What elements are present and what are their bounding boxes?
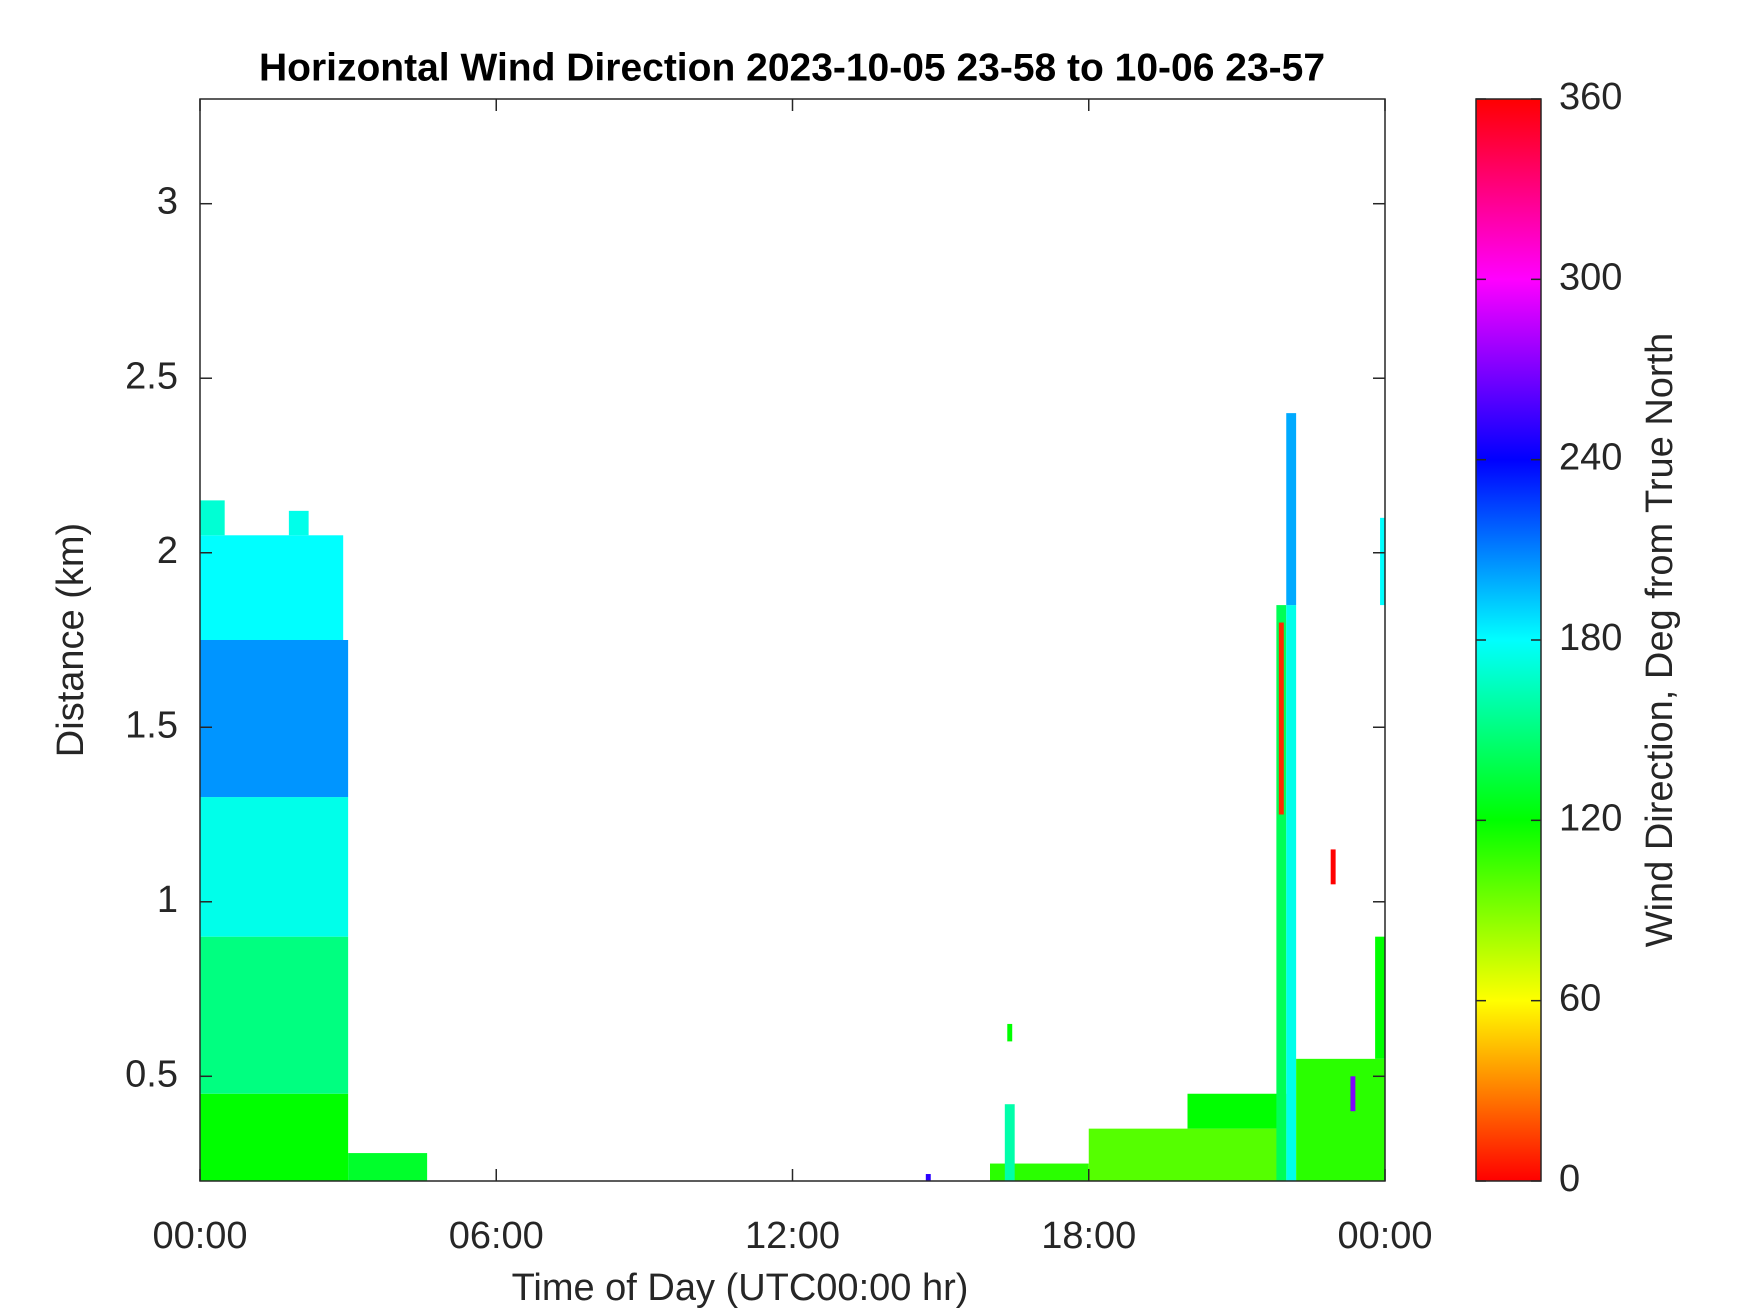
colorbar-tick-label: 180	[1559, 617, 1622, 659]
y-tick-label: 1	[157, 879, 178, 921]
heatmap-cell	[200, 535, 344, 640]
heatmap-cell	[1375, 936, 1385, 1059]
y-tick-label: 2	[157, 530, 178, 572]
x-tick-label: 18:00	[1041, 1215, 1136, 1257]
colorbar-tick-label: 60	[1559, 978, 1601, 1020]
colorbar-tick-label: 360	[1559, 76, 1622, 118]
colorbar-tick-label: 300	[1559, 256, 1622, 298]
heatmap-cell	[1286, 605, 1297, 1181]
plot-frame	[199, 98, 1386, 1182]
heatmap-cell	[348, 1153, 428, 1181]
colorbar-label: Wind Direction, Deg from True North	[1639, 333, 1681, 948]
y-tick-label: 1.5	[125, 704, 178, 746]
y-tick-label: 2.5	[125, 355, 178, 397]
colorbar-tick-label: 120	[1559, 797, 1622, 839]
x-tick-label: 00:00	[1337, 1215, 1432, 1257]
colorbar-tick-label: 240	[1559, 437, 1622, 479]
heatmap-cell	[1187, 1093, 1287, 1129]
heatmap-cell	[288, 510, 309, 536]
chart-title: Horizontal Wind Direction 2023-10-05 23-…	[259, 46, 1325, 89]
colorbar-tick-label: 0	[1559, 1158, 1580, 1200]
heatmap-cell	[925, 1174, 931, 1181]
x-tick-label: 00:00	[152, 1215, 247, 1257]
heatmap-cell	[200, 1093, 349, 1181]
heatmap-cell	[200, 797, 349, 937]
heatmap-cell	[1296, 1058, 1385, 1181]
colorbar	[1476, 99, 1541, 1181]
x-tick-label: 06:00	[449, 1215, 544, 1257]
x-axis-label: Time of Day (UTC00:00 hr)	[512, 1267, 969, 1309]
heatmap-cell	[1380, 517, 1385, 606]
heatmap-cell	[200, 936, 349, 1094]
heatmap-cell	[1330, 849, 1336, 885]
heatmap-cell	[1350, 1076, 1356, 1112]
heatmap-cell	[200, 500, 225, 536]
heatmap-cell	[1004, 1104, 1015, 1181]
y-tick-label: 0.5	[125, 1053, 178, 1095]
heatmap-cell	[1088, 1128, 1287, 1181]
heatmap-cell	[1278, 622, 1284, 815]
heatmap-cell	[200, 640, 349, 798]
x-tick-label: 12:00	[745, 1215, 840, 1257]
heatmap-cell	[1007, 1023, 1013, 1042]
heatmap-cell	[1276, 605, 1287, 1181]
heatmap-cell	[1286, 413, 1297, 606]
y-axis-label: Distance (km)	[50, 523, 92, 757]
y-tick-label: 3	[157, 181, 178, 223]
